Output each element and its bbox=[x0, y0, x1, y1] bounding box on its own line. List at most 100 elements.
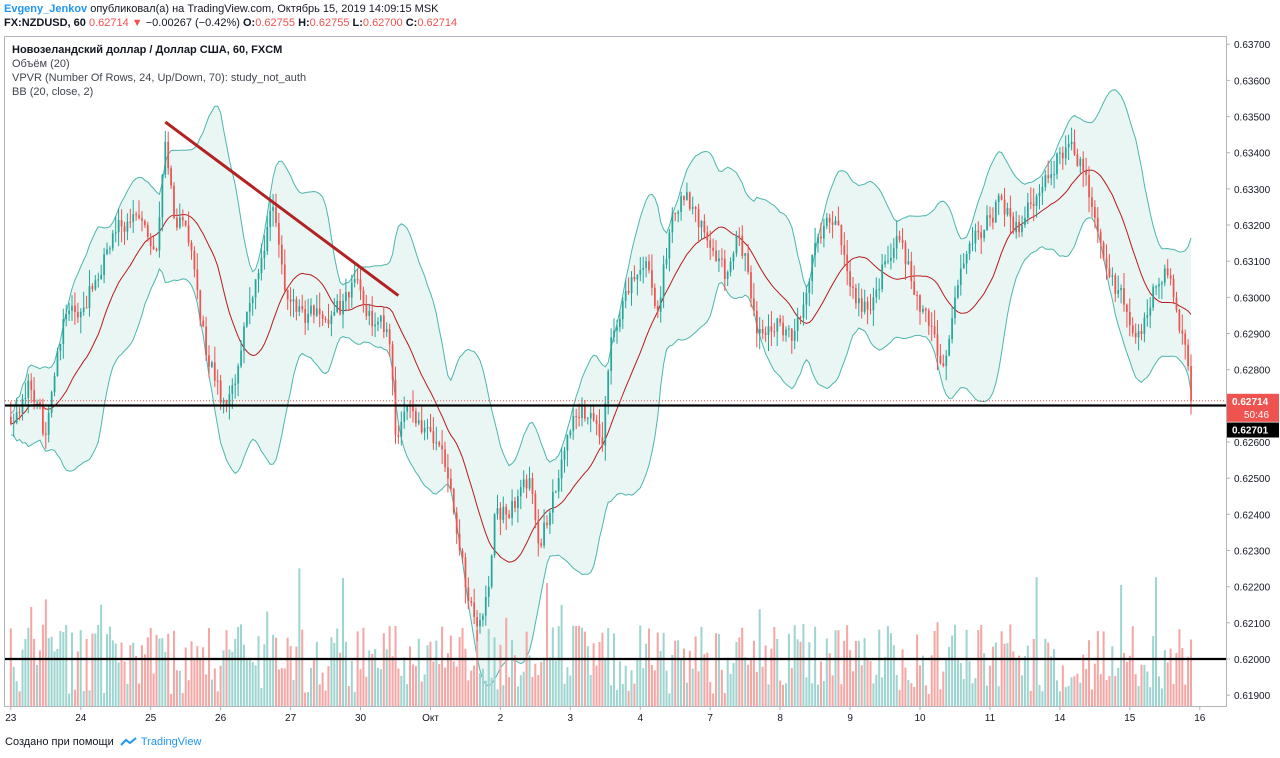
time-tick-label: 16 bbox=[1194, 713, 1206, 724]
volume-bar bbox=[467, 680, 470, 706]
candle-body bbox=[744, 253, 747, 256]
volume-bar bbox=[1090, 689, 1093, 706]
candle bbox=[642, 256, 645, 284]
candle bbox=[426, 418, 429, 440]
candle-body bbox=[310, 305, 312, 314]
candle-body bbox=[840, 225, 843, 246]
candle-body bbox=[1021, 225, 1023, 233]
candle-body bbox=[735, 235, 738, 254]
volume-bar bbox=[123, 661, 126, 706]
volume-bar bbox=[779, 680, 782, 706]
volume-bar bbox=[898, 690, 901, 706]
candle-body bbox=[863, 301, 866, 312]
publish-info: опубликовал(а) на TradingView.com, Октяб… bbox=[90, 3, 439, 15]
candle bbox=[866, 296, 869, 325]
price-tick-label: 0.63600 bbox=[1234, 76, 1271, 87]
volume-bar bbox=[554, 660, 557, 706]
candle bbox=[1129, 298, 1131, 337]
candle-body bbox=[53, 376, 56, 393]
candle bbox=[342, 293, 344, 329]
candle-body bbox=[589, 413, 592, 419]
volume-bar bbox=[945, 658, 948, 706]
volume-bar bbox=[286, 637, 289, 706]
candle-body bbox=[656, 305, 659, 312]
candle-body bbox=[575, 416, 578, 418]
candle bbox=[945, 350, 948, 381]
candle bbox=[517, 489, 519, 523]
candle-body bbox=[47, 412, 50, 435]
candle bbox=[796, 307, 799, 342]
volume-bar bbox=[959, 662, 962, 706]
candle-body bbox=[916, 295, 918, 296]
volume-bar bbox=[1158, 676, 1161, 706]
volume-bar bbox=[543, 658, 546, 706]
candle bbox=[248, 287, 251, 325]
candle-body bbox=[1015, 222, 1018, 233]
candle bbox=[825, 213, 828, 230]
volume-bar bbox=[362, 627, 365, 706]
candle bbox=[315, 294, 318, 317]
volume-bar bbox=[948, 646, 951, 706]
candle-body bbox=[992, 217, 994, 223]
candle-body bbox=[691, 207, 694, 209]
candle-body bbox=[796, 317, 799, 331]
volume-bar bbox=[525, 631, 528, 706]
candle bbox=[467, 577, 470, 610]
level-price-value: 0.62701 bbox=[1232, 426, 1269, 437]
candle-body bbox=[688, 192, 691, 209]
candle-body bbox=[1099, 231, 1102, 243]
candle-body bbox=[1134, 333, 1137, 338]
candle-body bbox=[764, 333, 767, 335]
candle bbox=[738, 227, 741, 246]
author-link[interactable]: Evgeny_Jenkov bbox=[4, 3, 88, 15]
candle bbox=[630, 271, 633, 306]
candle-body bbox=[665, 258, 668, 265]
volume-bar bbox=[566, 667, 569, 706]
candle-body bbox=[260, 258, 263, 274]
volume-bar bbox=[610, 685, 613, 706]
bollinger-indicator-label[interactable]: BB (20, close, 2) bbox=[12, 86, 94, 98]
volume-bar bbox=[187, 680, 190, 706]
volume-bar bbox=[1018, 655, 1021, 706]
candle-body bbox=[1129, 311, 1131, 326]
candle bbox=[397, 425, 400, 445]
volume-bar bbox=[88, 690, 91, 706]
candle bbox=[543, 509, 545, 549]
candle-body bbox=[884, 261, 886, 265]
candle bbox=[756, 301, 758, 348]
candle bbox=[68, 302, 70, 321]
volume-indicator-label[interactable]: Объём (20) bbox=[12, 58, 70, 70]
candle bbox=[420, 406, 423, 435]
tradingview-brand[interactable]: TradingView bbox=[140, 736, 202, 748]
volume-bar bbox=[927, 694, 930, 706]
candle bbox=[624, 279, 627, 309]
candle bbox=[1187, 339, 1189, 371]
candle bbox=[1029, 187, 1032, 210]
candle-body bbox=[487, 586, 490, 597]
candle-body bbox=[111, 233, 114, 249]
volume-bar bbox=[505, 617, 508, 706]
volume-bar bbox=[782, 684, 785, 706]
volume-bar bbox=[1160, 688, 1163, 706]
candle-body bbox=[450, 478, 452, 489]
volume-bar bbox=[852, 671, 855, 706]
candle bbox=[82, 291, 85, 316]
volume-bar bbox=[36, 664, 39, 706]
candle-body bbox=[1126, 304, 1128, 312]
candle-body bbox=[549, 512, 551, 526]
volume-bar bbox=[575, 626, 578, 706]
volume-bar bbox=[100, 604, 103, 706]
candle bbox=[269, 196, 272, 242]
candle bbox=[1073, 129, 1076, 156]
vpvr-indicator-label[interactable]: VPVR (Number Of Rows, 24, Up/Down, 70): … bbox=[12, 72, 307, 84]
candle bbox=[97, 272, 100, 288]
volume-bar bbox=[991, 646, 994, 706]
open-label: O: bbox=[243, 17, 256, 29]
candle bbox=[790, 328, 793, 354]
candle-body bbox=[342, 301, 344, 315]
candle-body bbox=[659, 297, 662, 312]
candle bbox=[56, 347, 59, 377]
candle-body bbox=[1166, 268, 1169, 276]
volume-bar bbox=[793, 625, 796, 706]
